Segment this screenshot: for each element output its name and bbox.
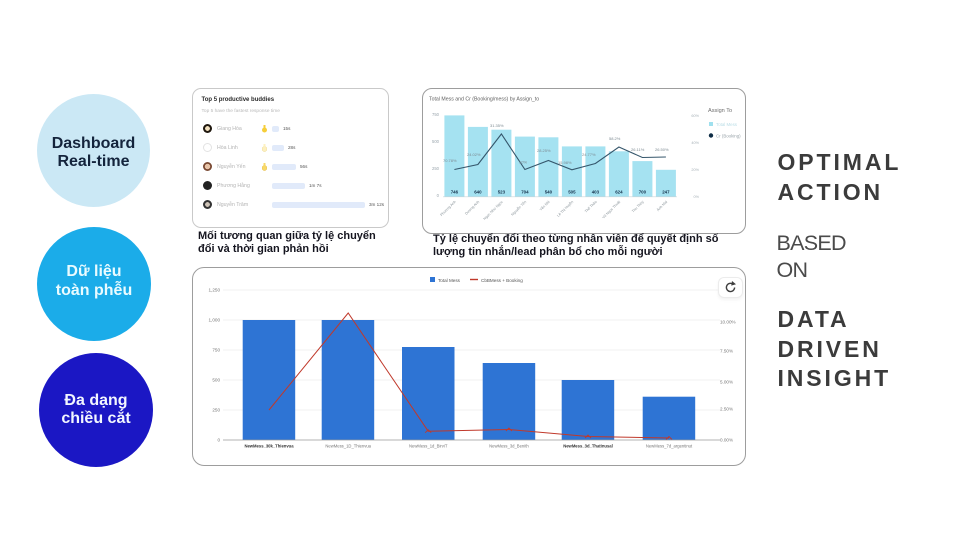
svg-text:NewMess_3d_Benith: NewMess_3d_Benith [489,444,529,449]
svg-text:58.2%: 58.2% [609,136,621,141]
svg-text:250: 250 [432,166,440,171]
svg-text:10.00%: 10.00% [720,320,736,325]
svg-text:20%: 20% [691,168,699,172]
svg-text:24.02%: 24.02% [467,152,481,157]
svg-text:Total Mess and Cr (Booking/mes: Total Mess and Cr (Booking/mess) by Assi… [429,97,539,103]
svg-text:640: 640 [474,190,482,195]
svg-text:7.50%: 7.50% [720,349,733,354]
svg-text:2.50%: 2.50% [720,407,733,412]
svg-text:NewMess_3d_Thatinusal: NewMess_3d_Thatinusal [563,444,613,449]
svg-text:700: 700 [639,190,647,195]
svg-text:505: 505 [568,190,576,195]
svg-text:1,000: 1,000 [209,318,221,323]
svg-text:Assign To: Assign To [708,108,732,114]
svg-text:624: 624 [615,190,623,195]
svg-text:NewMess_7d_argentinut: NewMess_7d_argentinut [646,444,693,449]
svg-text:704: 704 [521,190,529,195]
svg-text:Nguyễn Yến: Nguyễn Yến [510,199,527,216]
svg-text:500: 500 [432,139,440,144]
svg-text:Phương Anh: Phương Anh [439,200,456,217]
svg-text:CbBMess + Booking: CbBMess + Booking [481,278,523,283]
svg-text:10%: 10% [519,160,527,165]
svg-text:Thế Thảo: Thế Thảo [584,200,598,214]
svg-text:Thu Thủy: Thu Thủy [631,200,645,214]
svg-text:0: 0 [217,438,220,443]
svg-text:5.00%: 5.00% [720,380,733,385]
svg-text:24.77%: 24.77% [582,152,596,157]
svg-text:40%: 40% [691,141,699,145]
svg-text:750: 750 [432,112,440,117]
svg-text:0: 0 [437,193,440,198]
svg-text:Total Mess: Total Mess [438,278,461,283]
svg-text:250: 250 [212,408,220,413]
svg-text:NewMess_30k_Thienvua: NewMess_30k_Thienvua [244,444,294,449]
svg-text:Vũ Ngọc Thuật: Vũ Ngọc Thuật [601,200,621,220]
svg-text:Lê Thị Huyền: Lê Thị Huyền [556,200,574,218]
svg-text:28.25%: 28.25% [537,148,551,153]
svg-text:15.98%: 15.98% [558,160,572,165]
svg-text:750: 750 [212,348,220,353]
svg-text:403: 403 [592,190,600,195]
svg-text:Dương Anh: Dương Anh [464,200,480,216]
svg-text:26.50%: 26.50% [655,147,669,152]
svg-text:523: 523 [498,190,506,195]
svg-text:26.11%: 26.11% [631,147,645,152]
svg-text:Ngọc Như Ngọc: Ngọc Như Ngọc [483,200,504,221]
svg-text:Total Mess: Total Mess [716,122,738,127]
svg-text:Cr (Booking): Cr (Booking) [716,134,741,139]
svg-text:0.00%: 0.00% [720,438,733,443]
svg-text:60%: 60% [691,114,699,118]
svg-text:540: 540 [545,190,553,195]
svg-text:31.35%: 31.35% [490,123,504,128]
svg-text:1,250: 1,250 [209,288,221,293]
svg-text:0%: 0% [694,195,700,199]
svg-text:Ánh Mai: Ánh Mai [656,200,668,212]
svg-text:Yến Nhi: Yến Nhi [539,200,551,212]
svg-text:NewMess_1D_Thienvua: NewMess_1D_Thienvua [325,444,371,449]
svg-text:500: 500 [212,378,220,383]
svg-text:746: 746 [451,190,459,195]
svg-text:NewMess_1d_BirviT: NewMess_1d_BirviT [409,444,448,449]
svg-text:247: 247 [662,190,670,195]
svg-text:70.78%: 70.78% [443,158,457,163]
